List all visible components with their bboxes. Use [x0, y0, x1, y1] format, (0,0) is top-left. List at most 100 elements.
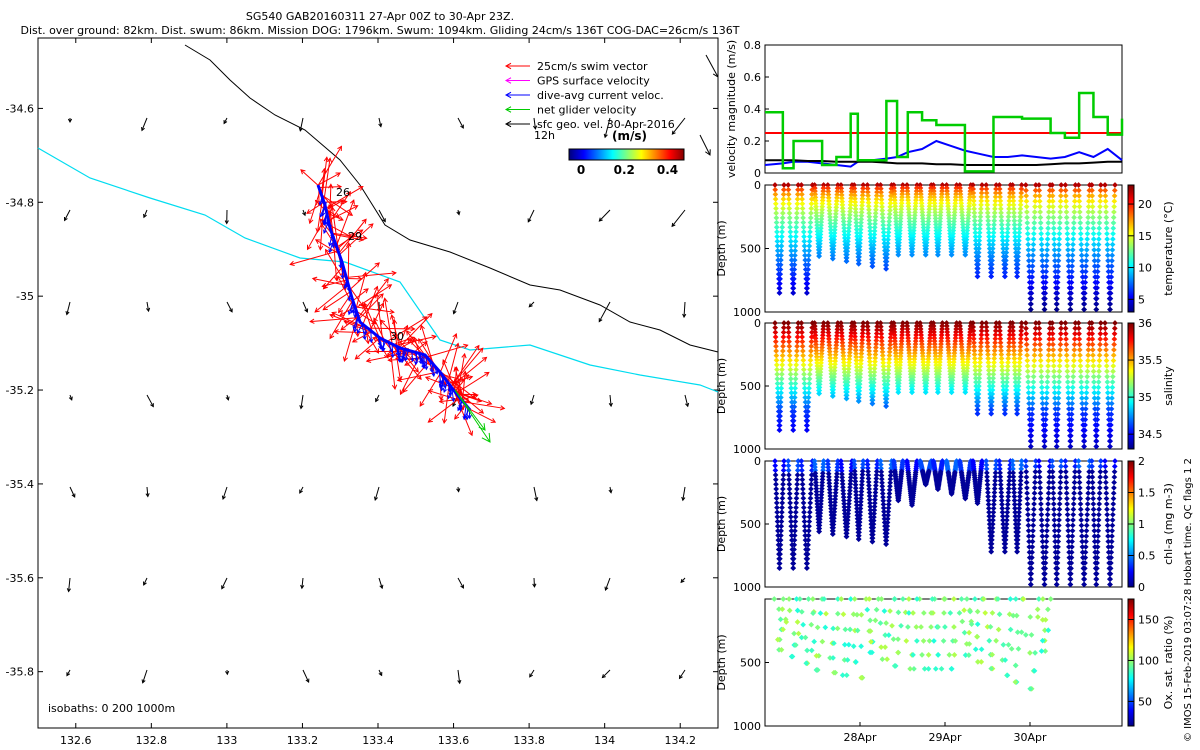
geo-velocity-arrow — [699, 134, 711, 156]
scatter-point — [931, 191, 937, 197]
swim-vector-arrow — [346, 270, 397, 278]
scatter-point — [785, 186, 792, 193]
scatter-point — [857, 236, 863, 243]
scatter-point — [930, 185, 937, 191]
scatter-point — [867, 228, 874, 234]
scatter-point — [939, 182, 946, 188]
geo-velocity-arrow — [68, 394, 73, 401]
scale-label: 12h — [534, 129, 555, 142]
track-day-label: 26 — [336, 186, 350, 199]
scatter-point — [820, 182, 827, 188]
swim-vector-arrow — [340, 316, 359, 331]
geo-velocity-arrow — [302, 301, 309, 313]
scatter-point — [909, 252, 915, 258]
scatter-point — [993, 186, 999, 192]
scatter-point — [779, 229, 785, 235]
swim-vector-arrow — [448, 375, 474, 384]
scatter-point — [817, 228, 824, 235]
scatter-point — [931, 200, 938, 207]
scatter-point — [813, 210, 820, 216]
scatter-point — [814, 225, 821, 232]
scatter-point — [807, 224, 814, 231]
scatter-point — [787, 229, 794, 235]
scatter-point — [871, 231, 878, 238]
scatter-point — [806, 247, 812, 254]
scatter-point — [880, 218, 886, 225]
scatter-point — [774, 238, 781, 245]
scatter-point — [897, 227, 903, 234]
scatter-panel-1: 0 500 1000 Depth (m) 5 10 15 20 temperature (°C) — [715, 179, 1175, 319]
colorbar-tick-label: 0.2 — [614, 163, 635, 177]
velocity-panel: 0 0.2 0.4 0.6 0.8 velocity magnitude (m/s) — [725, 39, 1124, 180]
scatter-point — [938, 191, 945, 197]
scatter-point — [898, 206, 905, 213]
scatter-point — [937, 221, 943, 228]
colorbar-tick-label: 35.5 — [1138, 354, 1163, 367]
scatter-point — [819, 194, 826, 201]
swim-vector-arrow — [338, 293, 352, 314]
scatter-point — [891, 188, 898, 194]
scatter-point — [818, 225, 824, 232]
scatter-point — [811, 182, 818, 188]
scatter-point — [773, 224, 780, 231]
scatter-point — [972, 237, 979, 244]
scatter-point — [776, 290, 783, 296]
scatter-point — [780, 191, 787, 198]
scatter-point — [778, 252, 784, 259]
scatter-point — [818, 216, 825, 222]
scatter-point — [873, 196, 880, 202]
scatter-point — [971, 213, 978, 220]
swim-vector-arrow — [365, 326, 371, 345]
swim-vector-arrow — [309, 317, 359, 324]
scatter-point — [841, 231, 848, 238]
scatter-point — [799, 205, 806, 212]
geo-velocity-arrow — [298, 117, 304, 132]
scatter-point — [801, 233, 807, 240]
swim-vector-arrow — [389, 314, 401, 348]
swim-vector-arrow — [321, 279, 348, 288]
scatter-point — [793, 229, 799, 235]
scatter-point — [792, 233, 799, 240]
scatter-point — [883, 265, 889, 272]
scatter-point — [792, 252, 798, 259]
scatter-point — [878, 185, 884, 192]
scatter-point — [840, 211, 846, 218]
scatter-point — [865, 203, 872, 210]
swim-vector-arrow — [396, 371, 440, 383]
swim-vector-arrow — [369, 302, 385, 331]
scatter-point — [970, 186, 977, 192]
scatter-point — [977, 217, 984, 224]
swim-vector-arrow — [358, 293, 384, 320]
scatter-point — [872, 217, 879, 224]
scatter-point — [825, 185, 831, 192]
scatter-point — [938, 206, 944, 213]
scatter-point — [833, 204, 840, 211]
scatter-point — [930, 188, 937, 194]
map-y-tick-label: -35.6 — [6, 572, 34, 585]
scatter-point — [892, 200, 898, 207]
scatter-point — [886, 218, 893, 225]
geo-velocity-arrow — [533, 486, 539, 502]
geo-velocity-arrow — [143, 209, 148, 219]
scatter-point — [838, 188, 845, 195]
scatter-point — [777, 266, 784, 273]
swim-vector-arrow — [325, 186, 364, 209]
scatter-point — [816, 250, 823, 256]
swim-vector-arrow — [317, 172, 341, 186]
scatter-point — [883, 258, 890, 265]
scatter-point — [851, 185, 858, 192]
swim-vector-arrow — [321, 194, 354, 216]
scatter-point — [880, 222, 887, 228]
colorbar-tick-label: 1 — [1138, 518, 1145, 531]
scatter-point — [878, 189, 884, 196]
swim-vector-arrow — [461, 393, 479, 401]
geo-velocity-arrow — [532, 577, 537, 588]
geo-velocity-arrow — [378, 577, 384, 590]
geo-velocity-arrow — [533, 117, 538, 130]
geo-velocity-arrow — [680, 577, 686, 584]
glider-track — [316, 184, 472, 411]
swim-vector-arrow — [314, 284, 349, 313]
scatter-point — [846, 218, 853, 225]
swim-vector-arrow — [439, 332, 458, 373]
current-vector-arrow — [421, 354, 426, 369]
